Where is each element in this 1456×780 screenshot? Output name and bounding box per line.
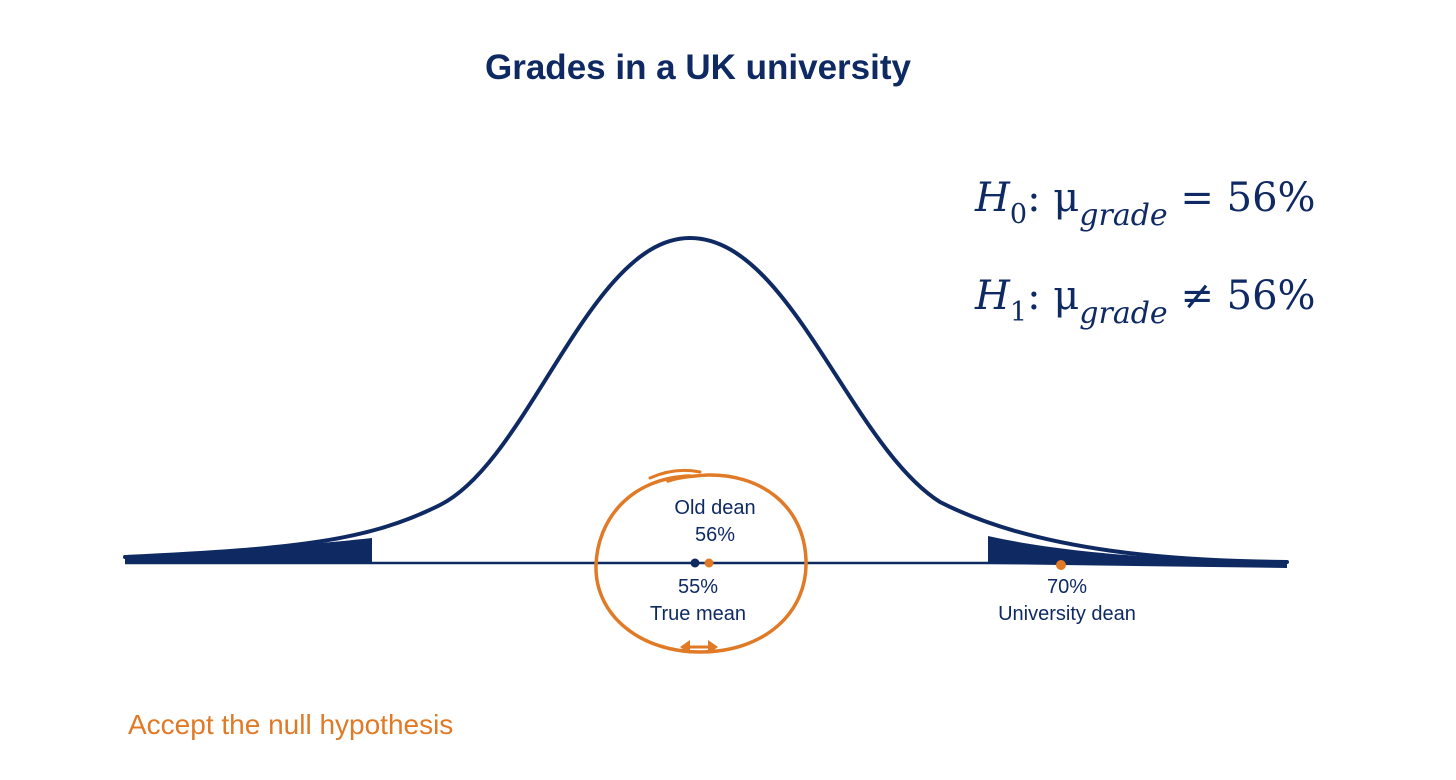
h1-index: 1 [1009, 297, 1028, 328]
alternative-hypothesis: H1: μgrade ≠ 56% [975, 273, 1316, 331]
university-dean-value: 70% [1046, 576, 1088, 598]
true-mean-label: True mean [650, 603, 746, 625]
difference-arrow-right-head [708, 640, 718, 654]
circle-tail-flick [648, 468, 702, 480]
page-title: Grades in a UK university [485, 48, 911, 87]
true-mean-value: 55% [677, 576, 719, 598]
university-dean-label: University dean [998, 603, 1136, 625]
h1-value: 56% [1226, 273, 1316, 319]
h0-subscript: grade [1079, 198, 1168, 233]
old-dean-label: Old dean [674, 497, 756, 519]
old-dean-point [704, 558, 714, 568]
h0-relation: = [1180, 175, 1214, 221]
h1-relation: ≠ [1180, 273, 1214, 319]
university-dean-point [1056, 560, 1066, 570]
null-hypothesis: H0: μgrade = 56% [975, 175, 1316, 233]
h0-value: 56% [1226, 175, 1316, 221]
h0-mu: μ [1053, 175, 1080, 221]
h0-index: 0 [1009, 199, 1028, 230]
h1-subscript: grade [1079, 296, 1168, 331]
h1-mu: μ [1053, 273, 1080, 319]
bell-curve [123, 235, 1289, 564]
difference-arrow-left-head [680, 640, 690, 654]
conclusion-text: Accept the null hypothesis [128, 709, 454, 740]
h1-symbol: H [975, 273, 1010, 319]
true-mean-point [690, 558, 700, 568]
h0-symbol: H [975, 175, 1010, 221]
highlight-circle [594, 473, 808, 654]
old-dean-value: 56% [694, 524, 736, 546]
